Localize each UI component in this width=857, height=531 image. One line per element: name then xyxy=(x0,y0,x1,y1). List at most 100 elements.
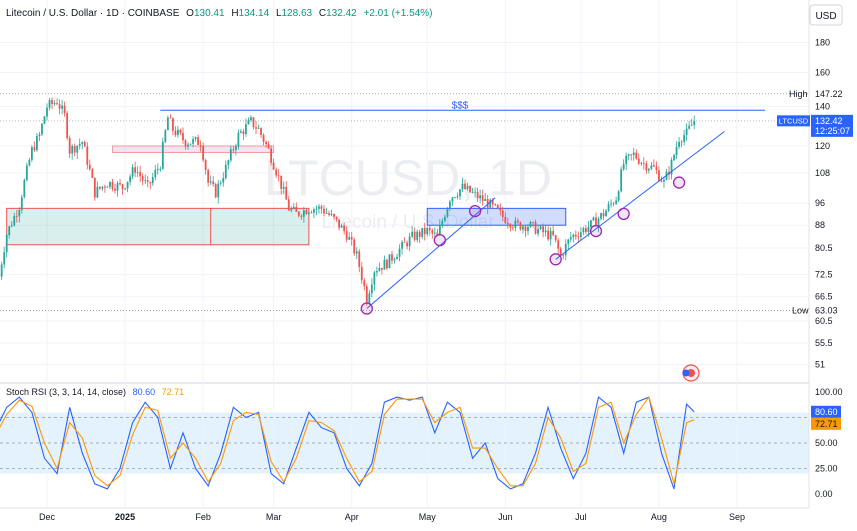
candle-body xyxy=(114,188,116,191)
candle-body xyxy=(572,234,575,238)
change-value: +2.01 (+1.54%) xyxy=(363,8,432,19)
candle-body xyxy=(663,179,665,182)
candle-body xyxy=(300,215,303,217)
candle-body xyxy=(632,152,635,155)
candle-body xyxy=(549,230,552,240)
candle-body xyxy=(184,140,187,147)
price-tick-label: 140 xyxy=(815,102,830,112)
candle-body xyxy=(393,259,396,261)
candle-body xyxy=(481,195,484,201)
candle-body xyxy=(66,113,69,139)
stoch-d-tag xyxy=(811,417,841,430)
candle-body xyxy=(280,175,283,189)
candle-body xyxy=(469,185,471,193)
candle-body xyxy=(33,147,36,151)
candle-body xyxy=(242,131,245,135)
candle-body xyxy=(240,131,242,133)
candle-body xyxy=(159,168,162,170)
candle-body xyxy=(605,210,607,217)
candle-body xyxy=(295,206,298,212)
stoch-d-line xyxy=(0,395,695,487)
candle-body xyxy=(675,146,678,156)
price-tick-label: 66.5 xyxy=(815,292,833,302)
symbol-legend[interactable]: Litecoin / U.S. Dollar · 1D · COINBASE O… xyxy=(6,8,432,19)
touch-point-circle xyxy=(549,253,562,266)
price-tick-label: 108 xyxy=(815,168,830,178)
touch-point-circle xyxy=(617,207,630,220)
candlestick-series[interactable] xyxy=(0,97,696,306)
candle-body xyxy=(136,171,139,173)
candle-body xyxy=(471,192,474,193)
candle-body xyxy=(426,228,429,235)
candle-body xyxy=(524,226,527,231)
candle-body xyxy=(365,286,368,304)
candle-body xyxy=(386,259,388,269)
candle-body xyxy=(104,186,106,188)
candle-body xyxy=(474,191,477,193)
high-mark: High 147.22 xyxy=(789,89,843,99)
candle-body xyxy=(456,196,459,198)
candle-body xyxy=(650,165,653,169)
candle-body xyxy=(391,254,393,261)
candle-body xyxy=(358,251,361,268)
candle-body xyxy=(189,143,192,145)
touch-point-circles[interactable] xyxy=(360,176,686,315)
axis-labels: 180 160 140 120 108 96 88 80.5 72.5 66.5 60.5 55.5 5… xyxy=(39,37,843,522)
zone-boxes[interactable] xyxy=(6,145,567,246)
stoch-legend[interactable]: Stoch RSI (3, 3, 14, 14, close) 80.60 72… xyxy=(6,387,184,397)
candle-body xyxy=(652,165,655,167)
candle-body xyxy=(227,160,230,165)
event-flag-icon[interactable] xyxy=(682,364,700,382)
current-symbol-tag xyxy=(777,115,810,127)
candle-body xyxy=(544,230,547,233)
high-value: 134.14 xyxy=(239,8,270,19)
candle-body xyxy=(61,105,64,109)
candle-body xyxy=(630,154,633,156)
candle-body xyxy=(323,208,325,214)
candle-body xyxy=(373,272,376,285)
rsi-tick-label: 50.00 xyxy=(815,438,838,448)
candle-body xyxy=(557,240,560,249)
candle-body xyxy=(25,165,28,181)
candle-body xyxy=(595,217,597,227)
candle-body xyxy=(260,128,262,135)
candle-body xyxy=(164,130,167,142)
current-price-value: 132.42 xyxy=(815,116,843,126)
currency-button[interactable]: USD xyxy=(809,4,843,26)
candle-body xyxy=(111,181,114,189)
low-value: 128.63 xyxy=(282,8,313,19)
touch-point-circle xyxy=(360,302,373,315)
range-box xyxy=(426,207,567,226)
candle-body xyxy=(411,231,414,237)
candle-body xyxy=(413,231,416,240)
candle-body xyxy=(307,212,310,215)
candle-body xyxy=(318,206,320,209)
candle-body xyxy=(275,169,278,176)
candle-body xyxy=(310,212,313,214)
current-price-mark[interactable]: LTCUSD 132.42 12:25:07 xyxy=(777,114,853,137)
candle-body xyxy=(129,176,132,182)
candle-body xyxy=(438,225,441,235)
touch-point-circle xyxy=(672,176,686,189)
candle-body xyxy=(355,251,358,254)
price-tick-label: 51 xyxy=(815,360,825,370)
candle-body xyxy=(552,230,555,236)
high-mark-value: 147.22 xyxy=(815,89,843,99)
candle-body xyxy=(685,128,688,136)
candle-body xyxy=(569,237,572,240)
candle-body xyxy=(272,162,275,170)
candle-body xyxy=(446,208,449,217)
price-tick-label: 60.5 xyxy=(815,316,833,326)
candle-body xyxy=(421,227,424,237)
candle-body xyxy=(610,203,612,205)
candle-body xyxy=(245,124,247,135)
candle-body xyxy=(257,128,260,129)
candle-body xyxy=(172,118,174,131)
candle-body xyxy=(36,136,38,151)
price-tick-label: 120 xyxy=(815,141,830,151)
candle-body xyxy=(305,210,308,215)
candle-body xyxy=(126,181,129,189)
candle-body xyxy=(277,175,280,177)
